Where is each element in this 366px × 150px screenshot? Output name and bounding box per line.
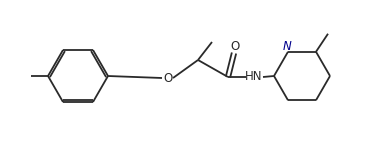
Text: O: O xyxy=(230,40,240,54)
Text: N: N xyxy=(283,40,291,53)
Text: O: O xyxy=(163,72,173,84)
Text: HN: HN xyxy=(245,70,263,84)
